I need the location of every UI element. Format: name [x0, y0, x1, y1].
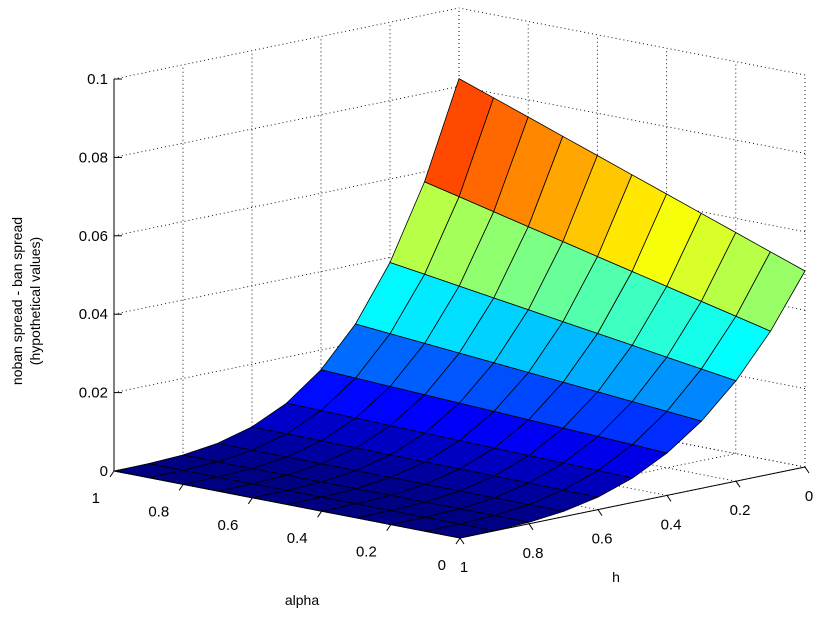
gridline: [458, 7, 806, 76]
gridline: [113, 164, 460, 237]
tick-mark: [459, 537, 465, 545]
tick-mark: [528, 523, 534, 531]
z-tick-label: 0.06: [79, 228, 108, 245]
tick-mark: [735, 480, 741, 488]
tick-mark: [597, 509, 603, 516]
tick-mark: [666, 495, 672, 502]
z-tick-label: 0.02: [79, 385, 108, 402]
x-tick-label: 0.6: [218, 517, 239, 534]
gridline: [113, 7, 460, 80]
gridline: [113, 85, 460, 158]
tick-mark: [178, 484, 184, 491]
z-tick-label: 0.08: [79, 149, 108, 166]
z-tick-label: 0: [100, 463, 108, 480]
y-axis-label: h: [612, 569, 620, 585]
x-tick-label: 0: [438, 557, 446, 574]
tick-mark: [317, 510, 323, 518]
x-tick-label: 0.2: [356, 544, 377, 561]
x-tick-label: 0.4: [287, 530, 308, 547]
tick-labels: 00.020.040.060.080.100.20.40.60.81 00.20.…: [79, 71, 813, 576]
axes-lines: [109, 78, 810, 545]
y-tick-label: 0.6: [592, 531, 613, 548]
z-tick-label: 0.04: [79, 306, 108, 323]
y-tick-label: 0.4: [661, 516, 682, 533]
tick-mark: [386, 524, 392, 531]
z-tick-label: 0.1: [87, 71, 108, 88]
tick-mark: [455, 537, 461, 545]
z-axis-label-line-1: noban spread - ban spread: [9, 217, 25, 385]
h-axis-line: [459, 466, 806, 539]
x-tick-label: 1: [92, 490, 100, 507]
gridline: [458, 85, 806, 154]
x-axis-label: alpha: [285, 592, 319, 608]
x-tick-label: 0.8: [148, 503, 169, 520]
y-tick-label: 0.8: [523, 545, 544, 562]
gridline: [113, 321, 460, 394]
y-tick-label: 0.2: [730, 502, 751, 519]
tick-mark: [804, 466, 810, 474]
y-tick-label: 1: [460, 559, 468, 576]
alpha-axis-line: [113, 470, 461, 539]
tick-mark: [109, 470, 115, 478]
tick-mark: [247, 497, 253, 505]
gridline: [113, 242, 460, 315]
surface-mesh: [113, 78, 806, 539]
z-axis-label-line-2: (hypothetical values): [27, 237, 43, 365]
y-tick-label: 0: [805, 488, 813, 505]
